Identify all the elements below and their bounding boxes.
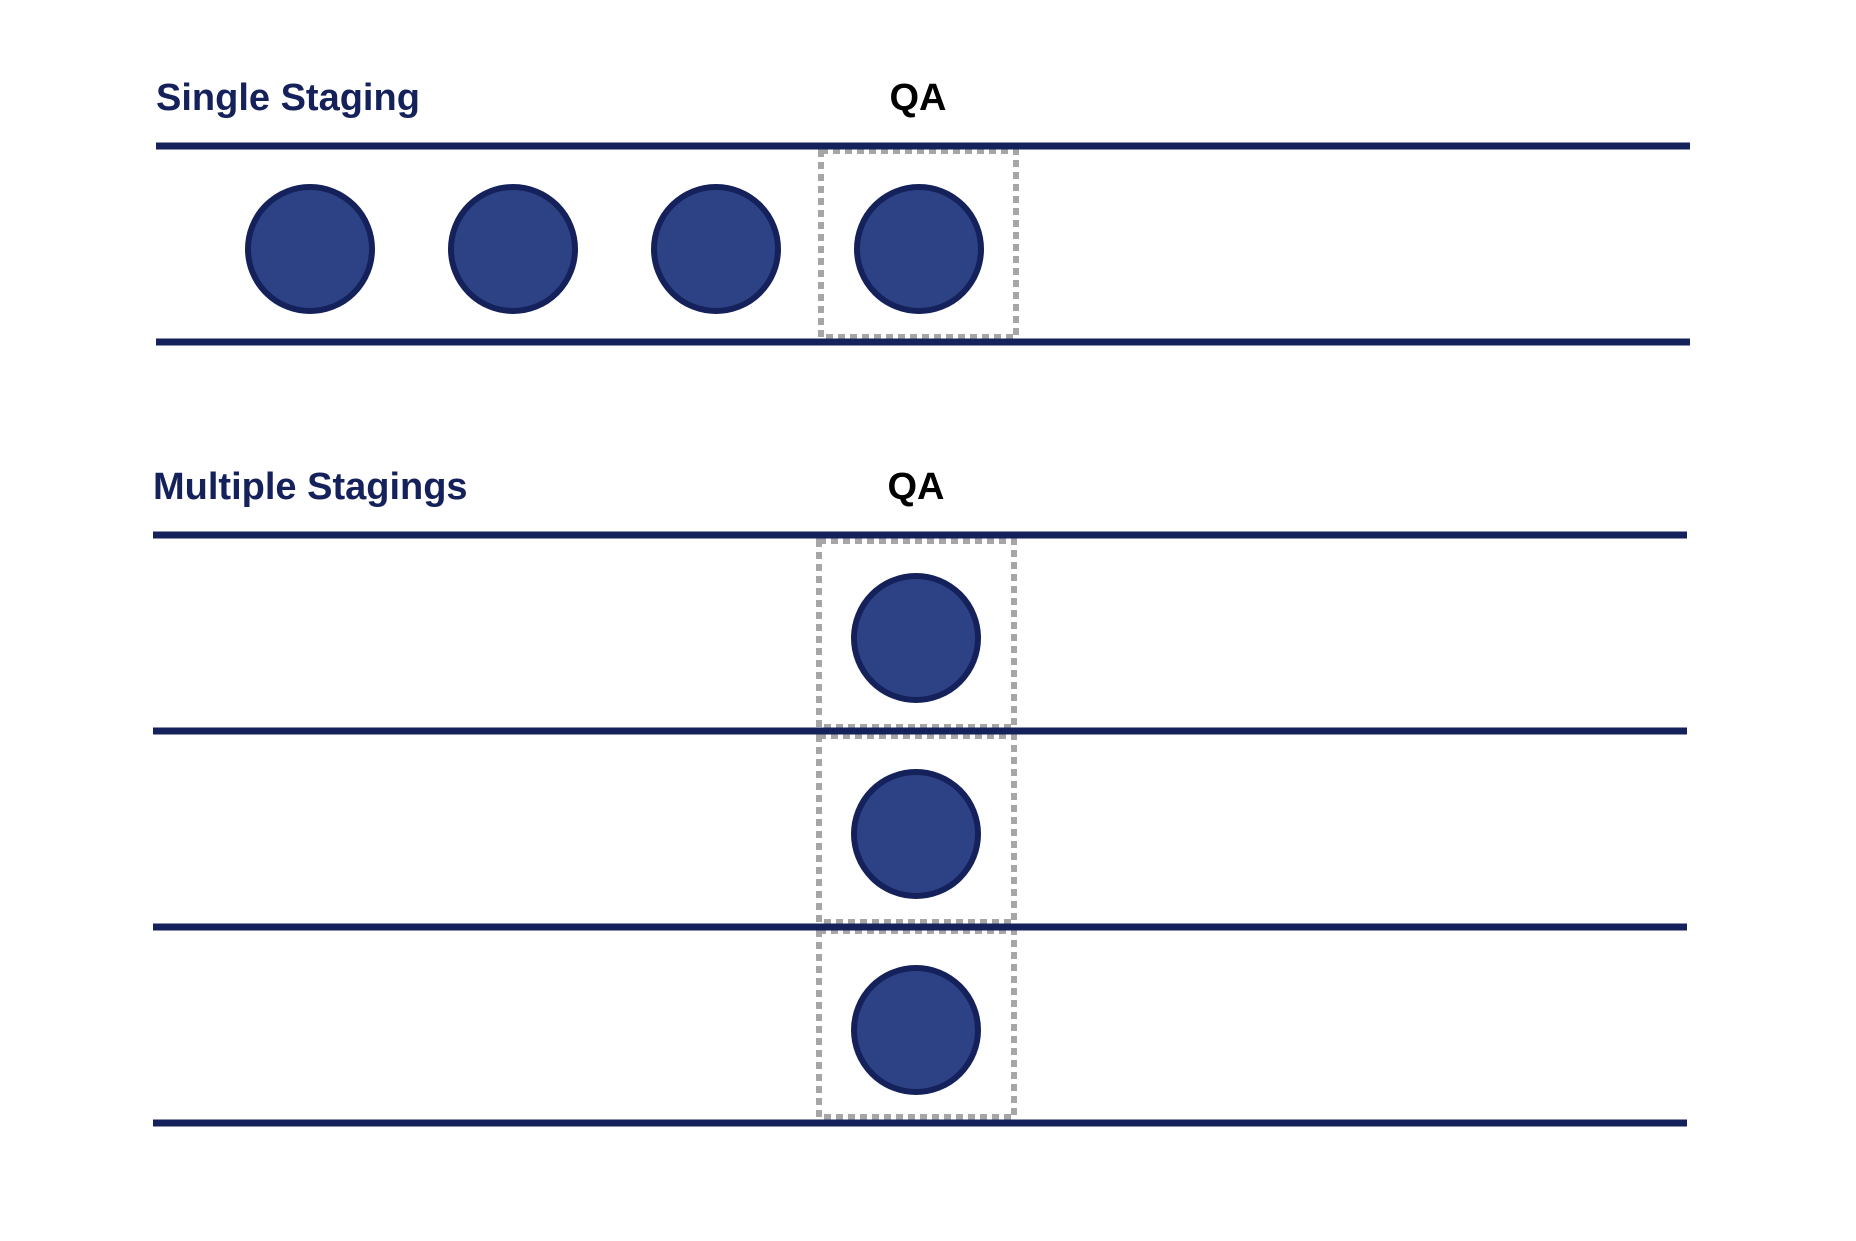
qa-zone-box xyxy=(818,148,1019,340)
qa-column-label: QA xyxy=(888,466,945,508)
qa-item xyxy=(854,184,984,314)
qa-zone-box xyxy=(816,928,1017,1120)
qa-item xyxy=(851,965,981,1095)
section-multiple-stagings: Multiple Stagings QA xyxy=(153,466,1687,1127)
qa-zone-box xyxy=(816,733,1017,925)
queued-item xyxy=(245,184,375,314)
qa-item xyxy=(851,573,981,703)
qa-column-label: QA xyxy=(890,77,947,119)
section-title: Multiple Stagings xyxy=(153,466,468,508)
qa-item xyxy=(851,769,981,899)
section-title: Single Staging xyxy=(156,77,420,119)
queued-item xyxy=(651,184,781,314)
qa-zone-box xyxy=(816,538,1017,730)
section-single-staging: Single Staging QA xyxy=(156,77,1690,346)
queued-item xyxy=(448,184,578,314)
